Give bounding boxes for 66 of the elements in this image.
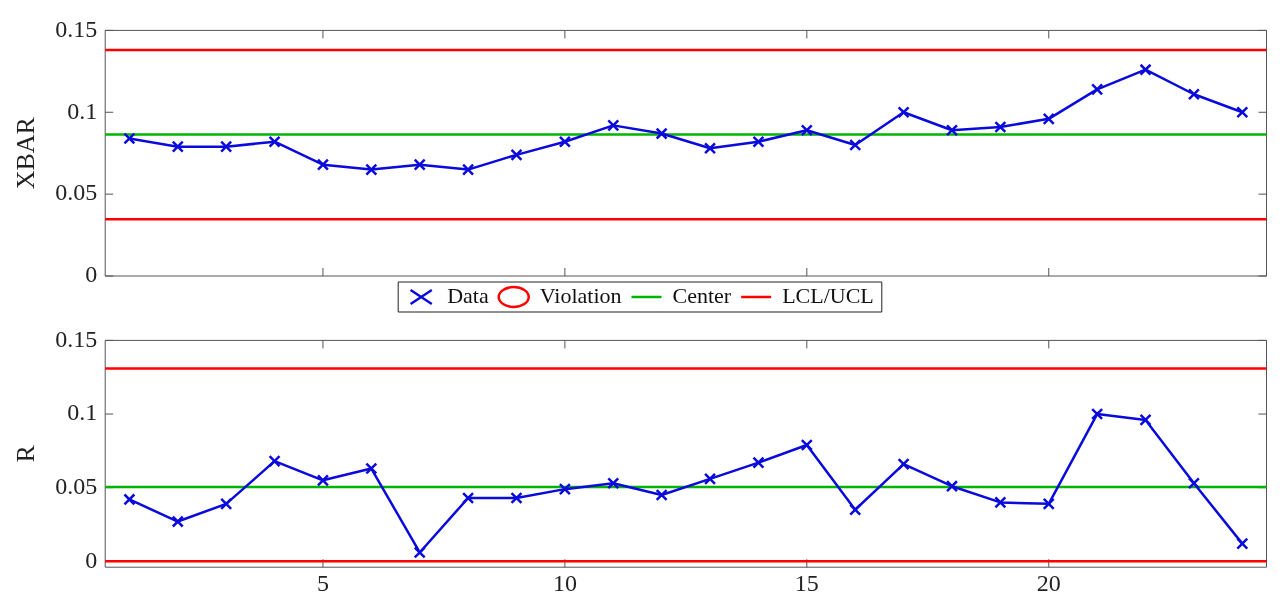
x-tick-label: 20 — [1036, 569, 1061, 596]
y-tick-label: 0.05 — [55, 179, 98, 206]
point — [365, 462, 378, 475]
point — [219, 140, 233, 153]
point — [1236, 106, 1249, 119]
y-tick-label: 0.15 — [55, 15, 98, 42]
legend-label: Center — [672, 282, 732, 308]
point — [413, 546, 426, 559]
point — [655, 488, 668, 502]
point — [219, 497, 233, 511]
point — [510, 491, 523, 505]
point — [945, 480, 959, 493]
point — [461, 491, 475, 505]
point — [703, 472, 717, 486]
point — [510, 148, 523, 162]
y-axis-title: XBAR — [11, 116, 41, 190]
y-tick-label: 0 — [85, 546, 98, 573]
x-tick-label: 15 — [794, 569, 819, 596]
point — [171, 140, 184, 153]
x-tick-label: 10 — [552, 569, 577, 596]
point — [1236, 537, 1249, 550]
y-tick-label: 0.15 — [55, 325, 98, 352]
point — [994, 120, 1007, 134]
point — [849, 503, 862, 516]
point — [897, 106, 910, 119]
point — [994, 496, 1007, 509]
y-tick-label: 0.1 — [67, 399, 98, 426]
point — [1042, 497, 1055, 511]
y-tick-label: 0.05 — [55, 472, 98, 499]
point — [268, 454, 281, 468]
point — [752, 456, 765, 469]
point — [849, 138, 862, 152]
point — [1042, 112, 1055, 126]
y-tick-label: 0 — [85, 261, 98, 288]
point — [945, 124, 959, 137]
point — [413, 158, 426, 171]
point — [655, 127, 668, 140]
point — [752, 135, 765, 148]
point — [1139, 63, 1152, 76]
point — [1090, 407, 1104, 421]
x-tick-label: 5 — [316, 569, 329, 596]
point — [123, 493, 136, 506]
point — [800, 438, 814, 452]
point — [461, 163, 475, 176]
point — [316, 474, 330, 487]
point — [800, 124, 814, 137]
point — [123, 132, 136, 145]
point — [365, 163, 378, 176]
point — [897, 457, 910, 471]
point — [268, 135, 281, 148]
point — [607, 119, 620, 132]
point — [171, 515, 184, 528]
legend-label: LCL/UCL — [782, 282, 874, 308]
point — [703, 142, 717, 155]
legend-label: Data — [447, 282, 489, 308]
point — [1187, 477, 1201, 490]
point — [1139, 413, 1152, 427]
point — [558, 135, 572, 148]
point — [558, 482, 572, 496]
point — [607, 477, 620, 490]
point — [1187, 88, 1201, 101]
y-axis-title: R — [11, 444, 41, 463]
point — [1090, 83, 1104, 96]
legend-label: Violation — [539, 282, 622, 308]
point — [316, 158, 330, 171]
y-tick-label: 0.1 — [67, 97, 98, 124]
